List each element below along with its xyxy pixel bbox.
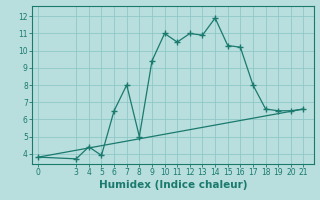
X-axis label: Humidex (Indice chaleur): Humidex (Indice chaleur): [99, 180, 247, 190]
